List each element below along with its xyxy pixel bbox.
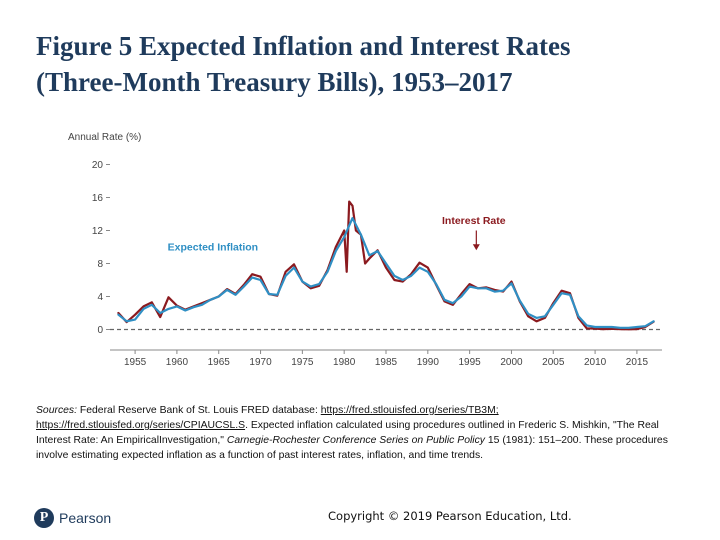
x-tick-label: 1955 xyxy=(124,357,147,368)
sources-text-3: 15 (1981): 151–200. These procedures inv… xyxy=(36,435,668,461)
y-tick-label: 20 xyxy=(92,160,104,171)
expected-inflation-annotation: Expected Inflation xyxy=(168,241,258,253)
sources-note: Sources: Federal Reserve Bank of St. Lou… xyxy=(36,403,686,463)
x-tick-label: 1980 xyxy=(333,357,356,368)
slide-title-line2: (Three-Month Treasury Bills), 1953–2017 xyxy=(36,67,513,97)
interest-rate-annotation: Interest Rate xyxy=(442,215,506,227)
x-tick-label: 1990 xyxy=(417,357,440,368)
x-tick-label: 2000 xyxy=(500,357,523,368)
interest-rate-arrow-head xyxy=(472,244,480,251)
y-axis-title: Annual Rate (%) xyxy=(68,132,141,143)
slide-title-line1: Figure 5 Expected Inflation and Interest… xyxy=(36,31,571,61)
x-tick-label: 2015 xyxy=(626,357,649,368)
pearson-logo-text: Pearson xyxy=(59,510,112,526)
y-tick-label: 0 xyxy=(97,325,103,336)
y-tick-label: 12 xyxy=(92,226,104,237)
y-tick-label: 8 xyxy=(97,259,103,270)
pearson-logo: P Pearson xyxy=(34,505,111,531)
x-tick-label: 1995 xyxy=(459,357,482,368)
y-tick-label: 16 xyxy=(92,193,104,204)
x-tick-label: 1975 xyxy=(291,357,314,368)
y-tick-label: 4 xyxy=(97,292,103,303)
x-tick-label: 1970 xyxy=(249,357,272,368)
source-link-cpiaucsl[interactable]: https://fred.stlouisfed.org/series/CPIAU… xyxy=(36,420,246,431)
source-link-tb3m[interactable]: https://fred.stlouisfed.org/series/TB3M; xyxy=(320,405,499,416)
sources-text-1: Federal Reserve Bank of St. Louis FRED d… xyxy=(77,405,321,416)
x-tick-label: 1985 xyxy=(375,357,398,368)
chart-container: Annual Rate (%) 0 4 8 12 16 20 1955 1960 1965 1970… xyxy=(62,128,694,376)
sources-label: Sources: xyxy=(36,405,78,416)
slide-title: Figure 5 Expected Inflation and Interest… xyxy=(36,28,696,100)
x-tick-label: 1965 xyxy=(208,357,231,368)
pearson-logo-icon: P xyxy=(34,508,54,528)
x-tick-label: 2010 xyxy=(584,357,607,368)
journal-title: Carnegie-Rochester Conference Series on … xyxy=(226,435,485,446)
sources-text-2: . Expected inflation calculated using pr… xyxy=(36,420,659,446)
x-tick-label: 2005 xyxy=(542,357,565,368)
x-tick-label: 1960 xyxy=(166,357,189,368)
expected-inflation-line xyxy=(117,216,655,329)
copyright-text: Copyright © 2019 Pearson Education, Ltd. xyxy=(328,509,572,523)
line-chart: Annual Rate (%) 0 4 8 12 16 20 1955 1960 1965 1970… xyxy=(68,132,662,368)
